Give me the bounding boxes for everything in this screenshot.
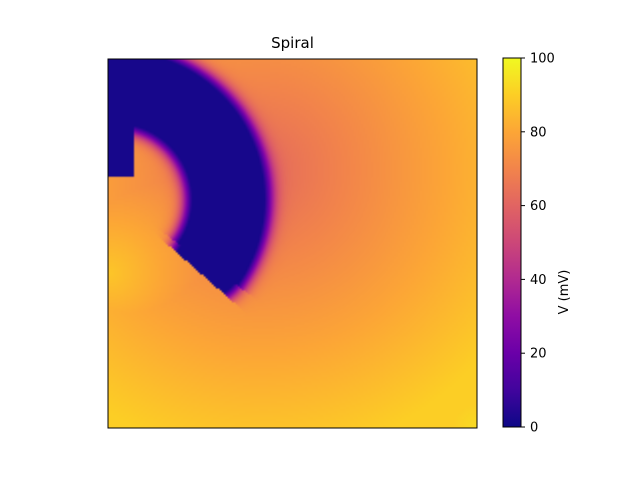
chart-title: Spiral — [271, 34, 314, 52]
colorbar-tick-label: 20 — [530, 347, 547, 362]
colorbar-tick-label: 80 — [530, 125, 547, 140]
colorbar-ticks: 0 20 40 60 80 100 — [521, 52, 555, 436]
heatmap-field — [108, 59, 477, 428]
colorbar-tick-label: 100 — [530, 52, 555, 67]
heatmap-plot-area — [107, 58, 478, 429]
colorbar-tick-label: 0 — [530, 421, 538, 436]
colorbar-gradient — [502, 57, 522, 428]
colorbar-tick-label: 60 — [530, 199, 547, 214]
colorbar: 0 20 40 60 80 100 V (mV) — [502, 52, 572, 436]
colorbar-tick-label: 40 — [530, 273, 547, 288]
colorbar-label: V (mV) — [557, 270, 572, 315]
plot-frame — [107, 58, 478, 429]
